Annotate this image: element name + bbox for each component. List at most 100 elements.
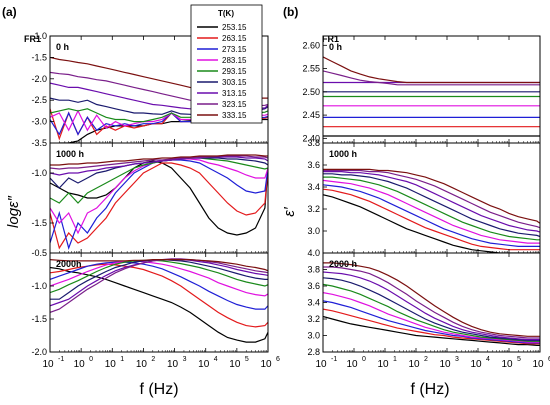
panel-b-sub2-label: 1000 h <box>329 149 357 159</box>
panel-a-sub1-ytick-label-4: -2.5 <box>31 95 47 105</box>
panel-b-sub2-series-7 <box>323 171 540 233</box>
panel-b-sub3-ytick-label-2: 3.8 <box>307 265 320 275</box>
panel-a-sub2-series-2 <box>50 162 268 250</box>
panel-a-xtick-exp-3: 1 <box>120 356 124 363</box>
panel-b-xtick-exp-3: 1 <box>393 356 397 363</box>
panel-b-xtick-exp-4: 2 <box>424 356 428 363</box>
panel-a-sub2-ytick-label-1: -1.0 <box>31 168 47 178</box>
panel-a-sub3-ytick-label-4: -2.0 <box>31 347 47 357</box>
panel-b-xtick-label-5: 10 <box>439 359 451 370</box>
panel-b-xtick-label-1: 10 <box>315 359 327 370</box>
panel-b-sub3-series-7 <box>323 271 540 341</box>
panel-b-sub1-ytick-label-5: 2.40 <box>302 133 320 143</box>
legend-label-2: 263.15 <box>222 34 247 43</box>
panel-b-sub3-series-3 <box>323 300 540 344</box>
legend-label-7: 313.15 <box>222 89 247 98</box>
panel-b-sub3-ytick-label-3: 3.6 <box>307 281 320 291</box>
panel-a-xtick-label-2: 10 <box>74 359 86 370</box>
panel-a-xtick-label-7: 10 <box>229 359 241 370</box>
panel-a-xtick-label-6: 10 <box>198 359 210 370</box>
panel-b-sub2-series-1 <box>323 194 540 253</box>
ylabel-right: ε′ <box>281 206 298 217</box>
legend-title: T(K) <box>218 9 234 18</box>
legend-label-3: 273.15 <box>222 45 247 54</box>
legend-label-9: 333.15 <box>222 111 247 120</box>
panel-b-sub2-series-4 <box>323 179 540 244</box>
panel-b-sub2-ytick-label-5: 3.0 <box>307 226 320 236</box>
panel-a-xtick-exp-6: 4 <box>214 356 218 363</box>
panel-a-sub2-series-7 <box>50 156 268 176</box>
panel-b-sub2-ytick-label-2: 3.6 <box>307 160 320 170</box>
xlabel-right: f (Hz) <box>410 381 449 398</box>
sample-label-left: FR1 <box>24 34 41 44</box>
panel-b-xtick-label-7: 10 <box>501 359 513 370</box>
panel-a-xtick-exp-4: 2 <box>151 356 155 363</box>
panel-b-sub1-ytick-label-2: 2.55 <box>302 64 320 74</box>
panel-a-sub1-ytick-label-1: -1.0 <box>31 31 47 41</box>
panel-a-sub3-ytick-label-1: -0.5 <box>31 248 47 258</box>
panel-b-xtick-label-6: 10 <box>470 359 482 370</box>
panel-b-sub3-ytick-label-4: 3.4 <box>307 298 320 308</box>
panel-b-sub1-series-9 <box>323 56 540 84</box>
panel-a-xtick-exp-5: 3 <box>183 356 187 363</box>
panel-b-xtick-exp-5: 3 <box>455 356 459 363</box>
panel-a-xtick-label-1: 10 <box>42 359 54 370</box>
panel-b-sub3-series-2 <box>323 308 540 345</box>
panel-a-xtick-exp-1: -1 <box>58 356 64 363</box>
panel-b-sub1-ytick-label-3: 2.50 <box>302 87 320 97</box>
panel-a-sub3-series-3 <box>50 261 268 310</box>
panel-b-sub2-series-8 <box>323 169 540 229</box>
panel-b-label: (b) <box>283 5 298 19</box>
legend-label-5: 293.15 <box>222 67 247 76</box>
panel-b-sub3-ytick-label-5: 3.2 <box>307 314 320 324</box>
panel-b-sub3-ytick-label-1: 4.0 <box>307 248 320 258</box>
panel-a-sub1-ytick-label-2: -1.5 <box>31 52 47 62</box>
panel-b-sub1-label: 0 h <box>329 42 342 52</box>
panel-a-sub2-ytick-label-2: -1.5 <box>31 218 47 228</box>
panel-b-sub2-ytick-label-3: 3.4 <box>307 182 320 192</box>
panel-a-xtick-label-5: 10 <box>167 359 179 370</box>
legend-label-1: 253.15 <box>222 23 247 32</box>
panel-b-xtick-label-2: 10 <box>346 359 358 370</box>
panel-a-xtick-label-8: 10 <box>260 359 272 370</box>
panel-b-sub1-ytick-label-4: 2.45 <box>302 110 320 120</box>
panel-a-sub3-ytick-label-2: -1.0 <box>31 281 47 291</box>
panel-a-sub1-ytick-label-6: -3.5 <box>31 138 47 148</box>
panel-b-xtick-exp-8: 6 <box>548 356 550 363</box>
panel-a-sub3-frame <box>49 252 269 353</box>
panel-b-sub2-series-9 <box>323 168 540 224</box>
panel-b-sub3-series-5 <box>323 283 540 342</box>
legend: T(K) 253.15 263.15 273.15 283.15 293.15 303.1… <box>190 4 263 124</box>
legend-label-8: 323.15 <box>222 100 247 109</box>
panel-b-sub3-ytick-label-6: 3.0 <box>307 331 320 341</box>
sample-label-right: FR1 <box>322 34 339 44</box>
panel-b-xtick-exp-2: 0 <box>362 356 366 363</box>
panel-b-sub3-series-8 <box>323 266 540 339</box>
panel-a-sub3-series-9 <box>50 259 268 272</box>
panel-a-xtick-exp-2: 0 <box>89 356 93 363</box>
panel-a-sub3-series-1 <box>50 266 268 343</box>
ylabel-left: logε″ <box>5 195 22 228</box>
xlabel-left: f (Hz) <box>139 381 178 398</box>
panel-b-sub2-series-3 <box>323 184 540 247</box>
panel-a-sub1-ytick-label-3: -2.0 <box>31 74 47 84</box>
legend-label-6: 303.15 <box>222 78 247 87</box>
panel-a-xtick-label-3: 10 <box>105 359 117 370</box>
panel-b-xtick-label-3: 10 <box>377 359 389 370</box>
panel-a-sub3-series-4 <box>50 260 268 297</box>
panel-b-sub2-series-6 <box>323 173 540 238</box>
panel-b-sub3-series-1 <box>323 315 540 346</box>
panel-a-xtick-exp-7: 5 <box>245 356 249 363</box>
panel-b-sub3-series-4 <box>323 292 540 343</box>
panel-b-sub2-ytick-label-1: 3.8 <box>307 138 320 148</box>
panel-a-xtick-exp-8: 6 <box>276 356 280 363</box>
panel-b-xtick-label-4: 10 <box>408 359 420 370</box>
legend-label-4: 283.15 <box>222 56 247 65</box>
panel-b-sub3-series-9 <box>323 262 540 337</box>
panel-a-sub3-series-5 <box>50 259 268 294</box>
panel-b-xtick-label-8: 10 <box>532 359 544 370</box>
panel-a-sub3-label: 2000h <box>56 259 82 269</box>
panel-b-sub2-series-5 <box>323 176 540 241</box>
panel-a-sub1-ytick-label-5: -3.0 <box>31 117 47 127</box>
